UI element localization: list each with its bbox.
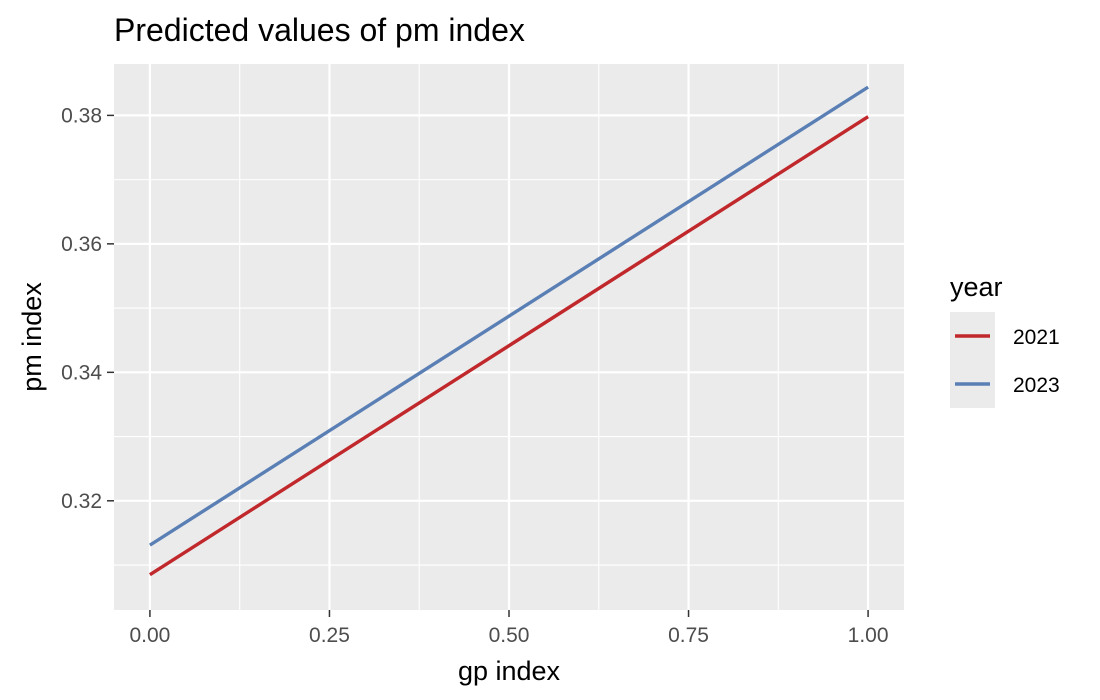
series-line-2021 <box>148 115 870 577</box>
legend-title: year <box>950 272 1003 302</box>
grid-major <box>114 64 904 610</box>
x-tick-label: 1.00 <box>848 624 889 647</box>
x-tick-label: 0.75 <box>668 624 709 647</box>
series-lines <box>148 85 870 577</box>
y-tick-label: 0.36 <box>61 233 102 256</box>
series-line-2023 <box>148 85 870 547</box>
x-tick-label: 0.00 <box>129 624 170 647</box>
y-tick-label: 0.34 <box>61 361 102 384</box>
legend-items: 2021 2023 <box>950 312 1060 408</box>
x-axis: 0.00 0.25 0.50 0.75 1.00 <box>129 610 889 647</box>
chart-title: Predicted values of pm index <box>114 12 525 48</box>
legend: year 2021 2023 <box>950 272 1060 408</box>
legend-label-2021: 2021 <box>1013 326 1060 349</box>
legend-label-2023: 2023 <box>1013 374 1060 397</box>
y-tick-label: 0.38 <box>61 104 102 127</box>
y-tick-label: 0.32 <box>61 490 102 513</box>
y-axis-label: pm index <box>17 282 47 392</box>
x-axis-label: gp index <box>458 656 561 686</box>
x-tick-label: 0.25 <box>309 624 350 647</box>
y-axis: 0.32 0.34 0.36 0.38 <box>61 104 114 513</box>
x-tick-label: 0.50 <box>489 624 530 647</box>
